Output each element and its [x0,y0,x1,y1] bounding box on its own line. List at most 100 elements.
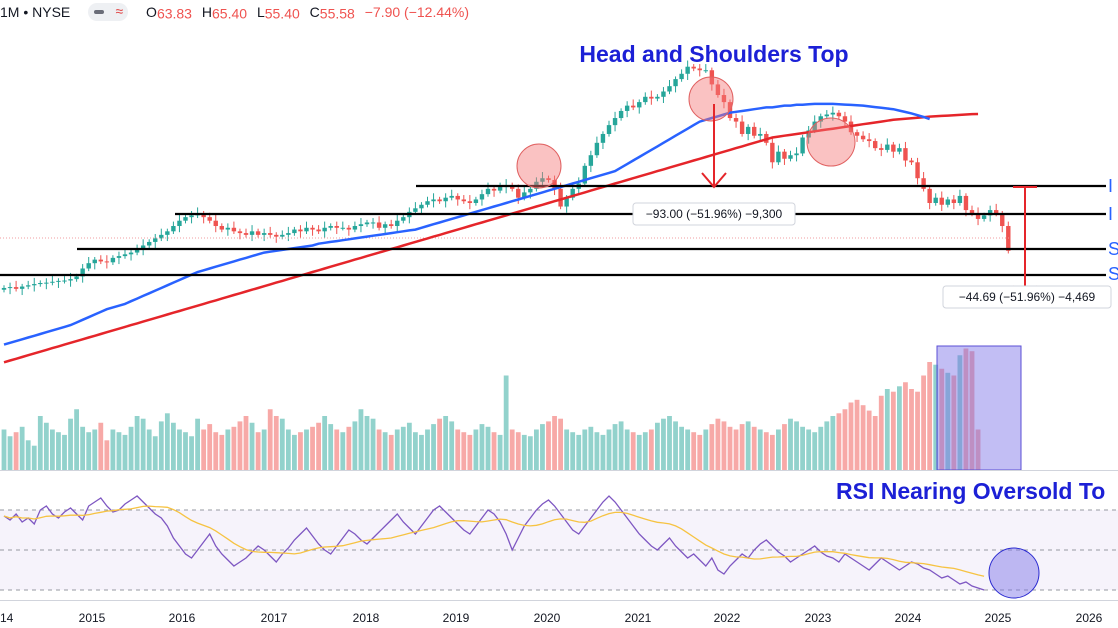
candle-body [225,227,231,230]
volume-bar [110,429,116,470]
candle-body [370,222,376,224]
volume-bar [673,421,678,470]
symbol-label[interactable]: 1M • NYSE [0,4,71,21]
volume-bar [37,416,43,470]
candle-body [128,252,134,255]
candle-body [286,233,291,235]
volume-bar [134,416,140,470]
volume-bar [19,426,25,470]
candle-body [987,210,993,216]
candle-body [715,84,721,96]
candle-body [201,213,206,218]
volume-bar [491,432,497,470]
volume-bar [485,426,491,470]
candle-body [879,148,884,150]
volume-bar [975,429,981,470]
volume-bar [62,434,67,470]
candle-body [134,249,140,253]
candle-body [413,208,418,212]
candle-body [758,133,763,136]
candle-body [733,118,739,122]
volume-bar [255,432,261,470]
volume-bar [213,432,219,470]
candle-body [570,188,575,198]
volume-bar [721,421,727,470]
candle-body [13,287,19,289]
candle-body [449,195,454,198]
candle-body [110,257,116,263]
x-tick-label: 2023 [805,611,832,625]
volume-bar [866,410,872,470]
ohlc-low: L55.40 [256,3,300,21]
volume-bar [842,409,848,470]
candle-body [770,142,775,163]
volume-bar [497,434,503,470]
volume-bar [727,426,733,470]
candle-body [38,283,43,285]
volume-bar [782,424,787,470]
candle-body [147,241,152,246]
volume-bar [618,421,624,470]
volume-bar [552,416,557,470]
candle-body [873,141,878,149]
candle-body [237,231,243,234]
candle-body [491,188,497,191]
volume-bar [43,422,49,470]
volume-bar [612,424,618,470]
volume-bar [388,434,394,470]
volume-bar [661,418,666,470]
candle-body [280,234,285,237]
volume-bar [757,429,763,470]
volume-bar [824,421,830,470]
candle-body [981,215,987,219]
candle-body [122,254,128,257]
x-tick-label: 2015 [79,611,106,625]
candle-body [261,233,267,235]
candle-body [68,279,73,281]
candle-body [600,133,606,143]
volume-bar [425,429,430,470]
candle-body [927,188,932,203]
volume-bar [189,436,194,470]
candle-body [824,114,829,117]
volume-bar [945,372,951,470]
volume-bar [279,418,285,470]
volume-bar [739,424,745,470]
candle-body [812,121,817,131]
volume-bar [848,402,854,470]
volume-bar [800,426,805,470]
chart-type-toggle[interactable]: ≈ [88,3,129,22]
candle-body [165,231,170,235]
candle-body [703,70,708,72]
volume-bar [636,434,642,470]
volume-bar [201,429,207,470]
candle-body [419,204,424,209]
candle-body [382,224,388,228]
volume-bar [521,434,527,470]
volume-bar [534,429,539,470]
volume-bar [352,421,358,470]
volume-bar [346,426,352,470]
candle-body [588,155,594,166]
volume-bar [231,426,237,470]
volume-bar [527,436,533,470]
volume-bar [50,429,55,470]
volume-bar [969,351,975,470]
volume-bar [74,409,79,470]
volume-bar [237,421,243,470]
volume-bar [400,426,406,470]
volume-bar [98,422,104,470]
volume-bar [570,432,576,470]
candle-body [183,217,188,221]
candle-body [945,199,950,205]
candle-body [255,231,261,235]
candle-body [304,227,309,232]
volume-bar [92,429,98,470]
candle-body [213,220,218,227]
measure-label-1: −93.00 (−51.96%) −9,300 [646,207,783,221]
volume-bar [473,429,479,470]
volume-bar [382,432,388,470]
candle-body [558,188,563,207]
